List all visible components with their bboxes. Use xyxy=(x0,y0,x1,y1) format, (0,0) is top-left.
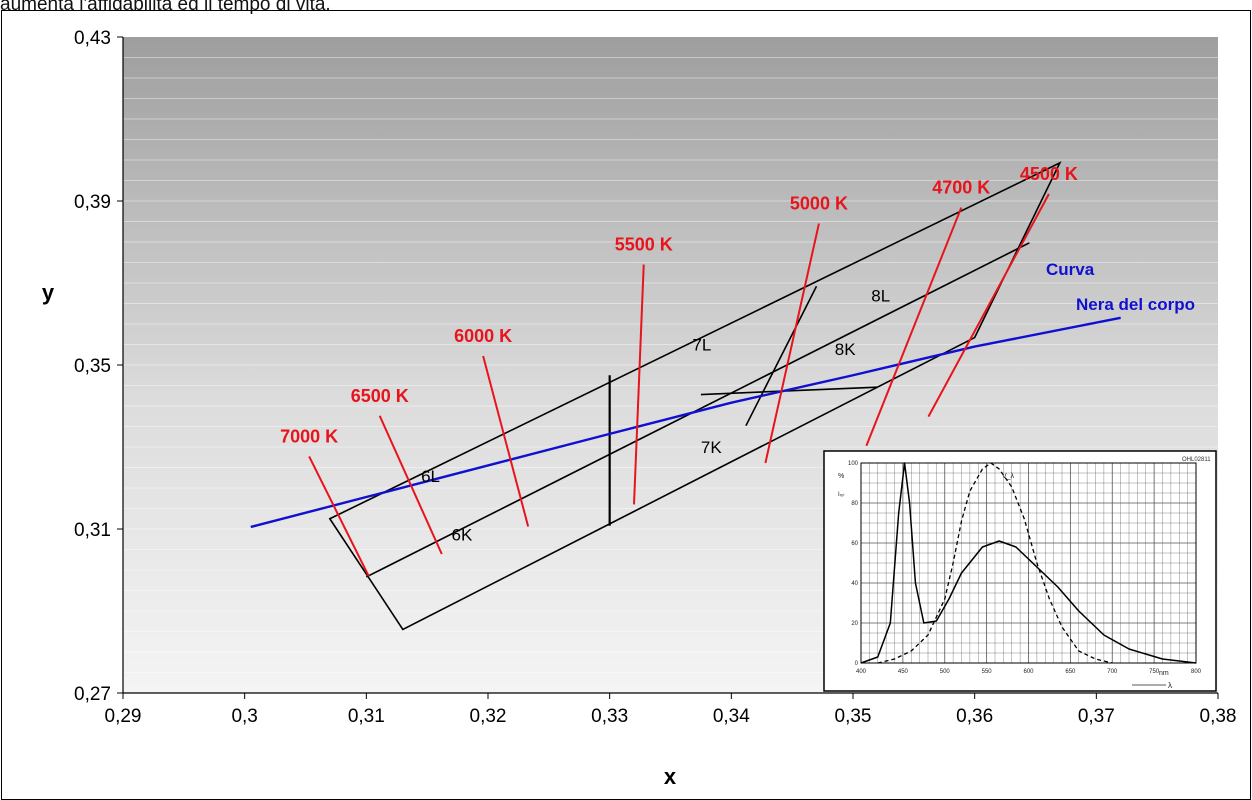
inset-x-tick-label: 800 xyxy=(1191,669,1202,675)
inset-led-spectrum xyxy=(860,462,1197,664)
inset-x-symbol: λ xyxy=(1168,681,1172,690)
bin-label: 7L xyxy=(692,336,711,355)
planck-label-line1: Curva xyxy=(1046,260,1095,279)
bin-divider-5000 xyxy=(745,285,818,427)
inset-v-symbol: V_λ xyxy=(1002,473,1015,480)
cct-label: 4700 K xyxy=(932,178,990,198)
cct-label: 5000 K xyxy=(790,194,848,214)
bin-quadrangles xyxy=(328,161,1062,631)
y-tick-label: 0,39 xyxy=(74,192,111,213)
x-tick-label: 0,38 xyxy=(1200,706,1237,727)
inset-x-tick-label: 650 xyxy=(1065,669,1076,675)
x-axis-label: x xyxy=(664,764,677,789)
x-tick-label: 0,35 xyxy=(835,706,872,727)
cct-line xyxy=(865,207,963,447)
y-tick-label: 0,35 xyxy=(74,356,111,377)
y-tick-label: 0,27 xyxy=(74,684,111,705)
x-tick-label: 0,33 xyxy=(591,706,628,727)
inset-y-tick-label: 40 xyxy=(851,581,858,587)
bin-middle-line xyxy=(365,242,1030,578)
inset-labels: 0 20 40 60 80 100 400 450 500 550 600 650 700 750 800 xyxy=(848,461,1202,675)
cct-line xyxy=(764,223,820,464)
y-tick-label: 0,43 xyxy=(74,28,111,49)
planck-curve-line xyxy=(250,316,1121,529)
bin-label: 8K xyxy=(835,340,856,359)
cct-line xyxy=(927,193,1050,418)
inset-y-tick-label: 20 xyxy=(851,621,858,627)
inset-x-tick-label: 750 xyxy=(1149,669,1160,675)
cct-line xyxy=(633,264,645,505)
bin-label: 6K xyxy=(452,525,473,544)
inset-x-tick-label: 600 xyxy=(1023,669,1034,675)
cct-lines xyxy=(308,193,1050,577)
inset-x-tick-label: 500 xyxy=(940,669,951,675)
cct-label: 6500 K xyxy=(351,386,409,406)
inset-y-symbol: Iᵣₑₗ xyxy=(838,492,844,498)
inset-y-tick-label: 0 xyxy=(855,661,859,667)
caption-text: aumenta l'affidabilità ed il tempo di vi… xyxy=(0,0,331,15)
y-axis-label: y xyxy=(42,280,55,305)
inset-plot-border xyxy=(860,462,1197,664)
inset-y-tick-label: 100 xyxy=(848,461,859,467)
cct-line xyxy=(378,415,443,555)
x-tick-label: 0,3 xyxy=(231,706,257,727)
inset-x-unit: nm xyxy=(1159,670,1169,677)
inset-tag: OHL02811 xyxy=(1182,457,1211,463)
inset-grid xyxy=(860,462,1197,664)
inset-y-tick-label: 80 xyxy=(851,501,858,507)
x-tick-label: 0,29 xyxy=(105,706,142,727)
inset-x-tick-label: 550 xyxy=(982,669,993,675)
cct-label: 6000 K xyxy=(454,326,512,346)
inset-x-tick-label: 700 xyxy=(1107,669,1118,675)
x-tick-label: 0,31 xyxy=(348,706,385,727)
inset-x-tick-label: 450 xyxy=(898,669,909,675)
cct-line xyxy=(308,455,370,577)
chart-labels: 0,29 0,3 0,31 0,32 0,33 0,34 0,35 0,36 0,37 0,38 0… xyxy=(74,28,1236,727)
inset-curves xyxy=(860,462,1197,664)
cct-line xyxy=(482,355,530,527)
bin-label: 7K xyxy=(701,438,722,457)
inset-y-tick-label: 60 xyxy=(851,541,858,547)
cct-label: 4500 K xyxy=(1020,164,1078,184)
x-tick-label: 0,36 xyxy=(956,706,993,727)
bin-outer-boundary xyxy=(328,161,1062,631)
x-tick-label: 0,32 xyxy=(470,706,507,727)
planck-curve xyxy=(250,316,1121,529)
x-tick-label: 0,37 xyxy=(1078,706,1115,727)
inset-v-lambda-curve xyxy=(877,462,1113,664)
inset-x-tick-label: 400 xyxy=(856,669,867,675)
bin-label: 6L xyxy=(421,467,440,486)
bin-label: 8L xyxy=(871,286,890,305)
y-tick-label: 0,31 xyxy=(74,520,111,541)
planck-label-line2: Nera del corpo xyxy=(1076,295,1195,314)
axes xyxy=(117,36,1219,699)
cct-label: 5500 K xyxy=(615,235,673,255)
cct-label: 7000 K xyxy=(280,426,338,446)
inset-y-unit: % xyxy=(838,473,844,480)
x-tick-label: 0,34 xyxy=(713,706,750,727)
